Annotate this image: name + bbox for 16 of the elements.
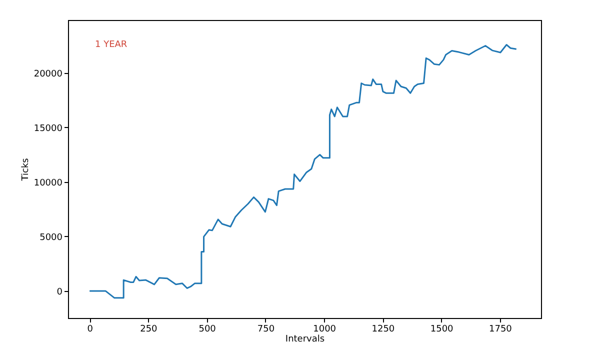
y-tick-label: 20000 bbox=[34, 69, 63, 80]
y-axis-title: Ticks bbox=[20, 158, 31, 182]
x-tick-label: 1750 bbox=[489, 324, 512, 334]
x-tick-label: 0 bbox=[87, 324, 94, 334]
x-tick-label: 1500 bbox=[430, 324, 454, 334]
y-tick-label: 15000 bbox=[34, 124, 63, 134]
x-tick-label: 1000 bbox=[313, 324, 336, 334]
x-tick-label: 500 bbox=[198, 324, 216, 334]
x-axis-title: Intervals bbox=[285, 334, 325, 344]
x-tick-label: 750 bbox=[257, 324, 275, 334]
x-tick-label: 1250 bbox=[372, 324, 395, 334]
y-tick-label: 0 bbox=[56, 287, 63, 298]
y-tick-label: 10000 bbox=[34, 178, 63, 188]
x-tick-label: 250 bbox=[140, 324, 158, 334]
annotation: 1 YEAR bbox=[95, 40, 128, 50]
y-tick-label: 5000 bbox=[40, 232, 63, 243]
